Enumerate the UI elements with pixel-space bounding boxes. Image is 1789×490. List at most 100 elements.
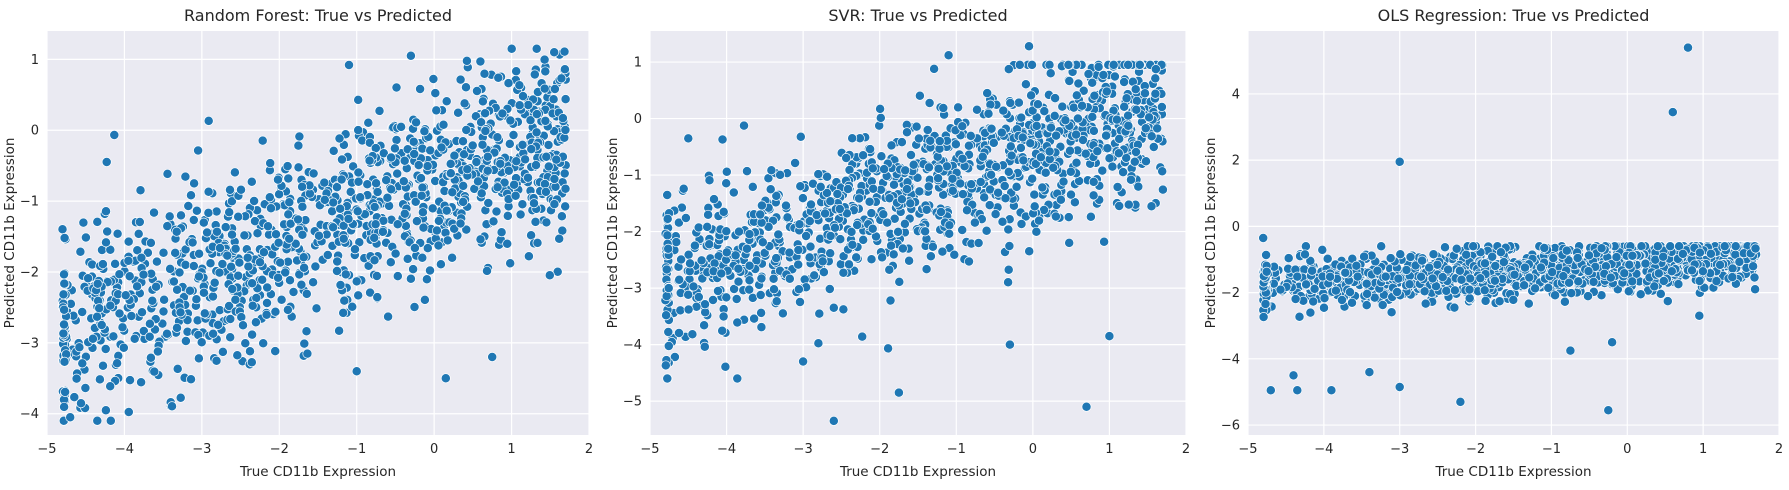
data-point	[1465, 273, 1476, 284]
data-point	[822, 171, 833, 182]
data-point	[699, 320, 710, 331]
data-point	[1364, 367, 1375, 378]
data-point	[936, 207, 946, 217]
data-point	[520, 154, 531, 165]
data-point	[693, 222, 704, 233]
data-point	[455, 74, 466, 85]
data-point	[529, 69, 540, 80]
y-axis-label: Predicted CD11b Expression	[605, 138, 621, 329]
data-point	[893, 387, 904, 398]
data-point	[227, 284, 238, 294]
data-point	[283, 173, 294, 184]
data-point	[126, 311, 137, 321]
data-point	[417, 207, 428, 218]
data-point	[879, 164, 890, 175]
data-point	[1148, 142, 1159, 152]
data-point	[1495, 247, 1506, 258]
data-point	[386, 152, 397, 163]
data-point	[822, 188, 832, 198]
data-point	[676, 254, 687, 265]
data-point	[123, 255, 134, 266]
data-point	[185, 285, 195, 296]
data-point	[906, 150, 916, 160]
data-point	[1057, 101, 1068, 112]
data-point	[1351, 260, 1362, 271]
data-point	[431, 225, 442, 236]
data-point	[529, 198, 539, 209]
data-point	[80, 232, 91, 243]
data-point	[123, 236, 134, 247]
data-point	[683, 289, 694, 300]
data-point	[543, 140, 554, 150]
data-point	[986, 169, 997, 180]
data-point	[338, 307, 349, 318]
data-point	[98, 360, 108, 371]
data-point	[347, 301, 358, 312]
data-point	[1385, 253, 1396, 264]
x-tick-label: −4	[115, 442, 134, 457]
data-point	[1039, 106, 1050, 117]
data-point	[843, 184, 853, 194]
data-point	[222, 250, 233, 261]
data-point	[1087, 77, 1098, 88]
data-point	[162, 168, 173, 179]
data-point	[782, 212, 793, 223]
data-point	[338, 220, 349, 231]
data-point	[392, 219, 403, 230]
data-point	[790, 158, 801, 168]
data-point	[1029, 189, 1040, 200]
data-point	[83, 273, 94, 284]
data-point	[170, 247, 181, 258]
data-point	[137, 307, 147, 318]
data-point	[1027, 105, 1038, 116]
data-point	[492, 182, 503, 193]
data-point	[1080, 148, 1091, 159]
data-point	[669, 352, 680, 362]
data-point	[838, 304, 849, 315]
data-point	[445, 158, 456, 169]
data-point	[208, 291, 218, 302]
data-point	[1294, 311, 1305, 322]
data-point	[506, 43, 517, 54]
data-point	[1380, 271, 1391, 282]
data-point	[399, 155, 410, 166]
data-point	[158, 247, 169, 258]
data-point	[337, 154, 347, 165]
x-tick-label: −3	[192, 442, 211, 457]
data-point	[301, 326, 312, 337]
data-point	[378, 148, 389, 159]
data-point	[284, 197, 295, 208]
data-point	[311, 303, 322, 314]
data-point	[172, 284, 183, 295]
data-point	[921, 204, 932, 215]
data-point	[756, 307, 767, 318]
data-point	[65, 412, 76, 423]
data-point	[1087, 111, 1098, 122]
data-point	[982, 88, 993, 99]
data-point	[768, 273, 779, 284]
data-point	[371, 178, 382, 189]
data-point	[689, 240, 700, 251]
data-point	[336, 174, 347, 185]
data-point	[1114, 201, 1125, 211]
data-point	[193, 353, 204, 364]
data-point	[252, 228, 263, 239]
y-tick-label: 1	[634, 56, 642, 71]
data-point	[793, 245, 804, 255]
data-point	[504, 138, 515, 149]
data-point	[1420, 298, 1431, 309]
data-point	[246, 176, 257, 187]
data-point	[390, 248, 401, 259]
data-point	[1730, 241, 1741, 252]
data-point	[1605, 272, 1616, 283]
y-tick-label: 0	[634, 112, 642, 127]
data-point	[1417, 255, 1428, 266]
x-tick-label: −5	[640, 442, 659, 457]
data-point	[411, 117, 422, 128]
data-point	[438, 119, 449, 130]
data-point	[493, 72, 504, 83]
data-point	[288, 287, 299, 297]
data-point	[461, 125, 472, 135]
data-point	[734, 226, 744, 237]
